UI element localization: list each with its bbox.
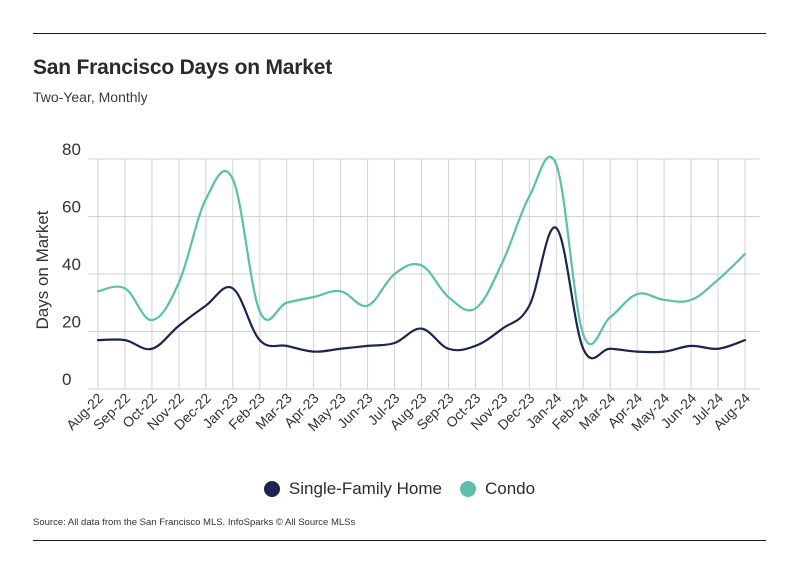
y-tick-label: 40	[62, 255, 81, 274]
legend: Single-Family Home Condo	[0, 479, 799, 499]
y-tick-label: 60	[62, 198, 81, 217]
top-rule	[33, 33, 766, 34]
chart-subtitle: Two-Year, Monthly	[33, 89, 148, 105]
axis-layer: 020406080Aug-22Sep-22Oct-22Nov-22Dec-22J…	[33, 140, 753, 434]
legend-item-single-family[interactable]: Single-Family Home	[263, 479, 442, 499]
series-line-single-family-home	[96, 226, 747, 360]
series-layer	[96, 155, 747, 360]
chart-title: San Francisco Days on Market	[33, 56, 333, 79]
legend-label-condo: Condo	[484, 479, 536, 498]
y-tick-label: 80	[62, 140, 81, 159]
bottom-rule	[33, 540, 766, 541]
series-line-condo	[96, 155, 747, 346]
legend-swatch-single-family	[263, 481, 280, 497]
y-axis-label: Days on Market	[33, 210, 52, 329]
y-tick-label: 0	[62, 370, 71, 389]
source-note: Source: All data from the San Francisco …	[33, 517, 356, 528]
legend-swatch-condo	[459, 481, 476, 497]
legend-item-condo[interactable]: Condo	[459, 479, 536, 499]
legend-label-single-family: Single-Family Home	[288, 479, 442, 498]
grid-layer	[88, 158, 760, 390]
y-tick-label: 20	[62, 313, 81, 332]
